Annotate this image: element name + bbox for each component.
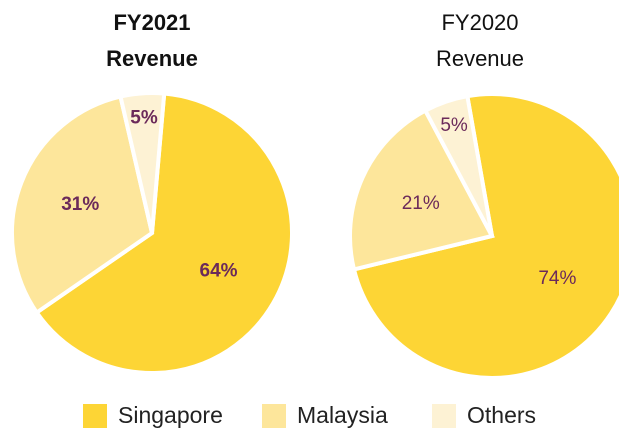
data-label: 64% (200, 261, 238, 282)
chart-title: Revenue (106, 46, 198, 71)
legend-label: Malaysia (297, 402, 388, 428)
legend-swatch (432, 404, 456, 428)
legend-swatch (262, 404, 286, 428)
pie-slice (118, 91, 167, 234)
chart-title: FY2021 (113, 10, 190, 35)
legend-swatch (83, 404, 107, 428)
pie-slice (351, 92, 619, 380)
chart-title: FY2020 (441, 10, 518, 35)
chart-title: Revenue (436, 46, 524, 71)
data-label: 21% (402, 193, 440, 214)
data-label: 74% (538, 268, 576, 289)
legend-label: Others (467, 402, 536, 428)
legend-label: Singapore (118, 402, 223, 428)
data-label: 31% (61, 194, 99, 215)
data-label: 5% (130, 107, 158, 128)
pie-slice (348, 107, 495, 272)
pie-slice (10, 94, 155, 316)
pie-slice (422, 93, 494, 237)
data-label: 5% (440, 115, 468, 136)
pie-slice (33, 91, 294, 375)
